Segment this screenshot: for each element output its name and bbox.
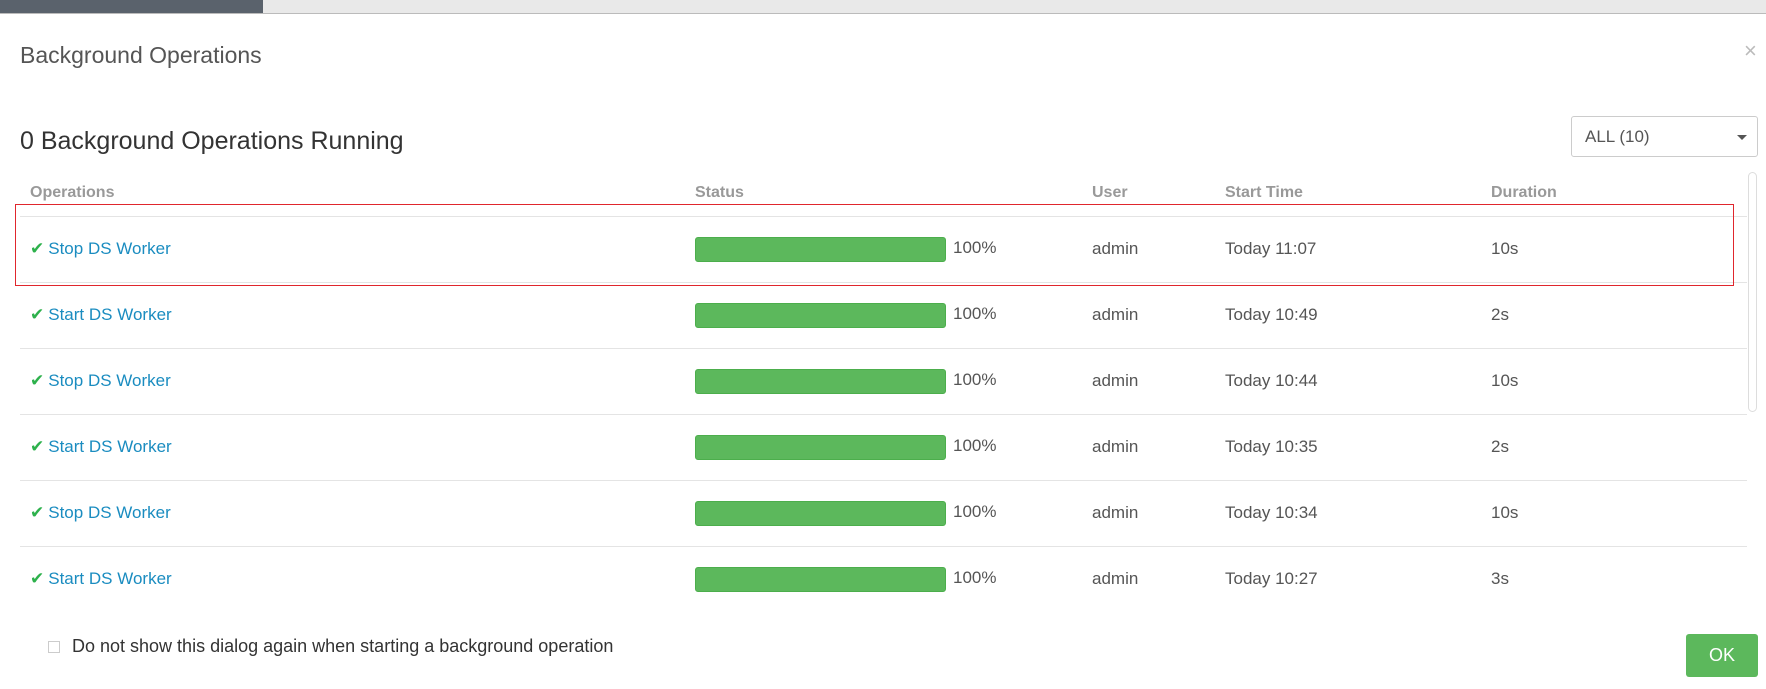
user-cell: admin xyxy=(1092,437,1139,456)
user-cell: admin xyxy=(1092,371,1139,390)
row-divider xyxy=(20,282,1747,283)
highlight-box xyxy=(15,204,1734,286)
filter-text: ALL (10) xyxy=(1585,127,1650,146)
column-header: Start Time xyxy=(1225,184,1303,201)
success-icon: ✔ xyxy=(30,371,45,390)
start-time-cell: Today 10:27 xyxy=(1225,569,1318,588)
checkbox-label: Do not show this dialog again when start… xyxy=(72,636,614,656)
progress-text: 100% xyxy=(953,238,997,257)
operation-link[interactable]: Start DS Worker xyxy=(48,437,172,456)
column-header: Status xyxy=(695,184,744,201)
close-button[interactable]: × xyxy=(1744,38,1757,63)
start-time-cell: Today 10:35 xyxy=(1225,437,1318,456)
column-header: User xyxy=(1092,184,1128,201)
checkbox[interactable] xyxy=(48,641,60,653)
scrollbar[interactable] xyxy=(1748,172,1757,412)
progress-bar xyxy=(695,303,946,328)
row-divider xyxy=(20,480,1747,481)
duration-cell: 2s xyxy=(1491,305,1509,324)
progress-text: 100% xyxy=(953,568,997,587)
progress-bar xyxy=(695,369,946,394)
progress-text: 100% xyxy=(953,502,997,521)
progress-bar xyxy=(695,237,946,262)
ok-button[interactable]: OK xyxy=(1686,634,1758,677)
row-divider xyxy=(20,414,1747,415)
column-header: Duration xyxy=(1491,184,1557,201)
operation-cell: ✔ Start DS Worker xyxy=(30,569,172,589)
success-icon: ✔ xyxy=(30,305,45,324)
success-icon: ✔ xyxy=(30,503,45,522)
operation-cell: ✔ Stop DS Worker xyxy=(30,503,171,523)
row-divider xyxy=(20,546,1747,547)
operation-cell: ✔ Stop DS Worker xyxy=(30,371,171,391)
top-nav-bar xyxy=(0,0,1766,14)
user-cell: admin xyxy=(1092,239,1139,258)
summary-heading: 0 Background Operations Running xyxy=(20,127,404,155)
operation-link[interactable]: Start DS Worker xyxy=(48,305,172,324)
operation-link[interactable]: Stop DS Worker xyxy=(48,239,171,258)
start-time-cell: Today 10:49 xyxy=(1225,305,1318,324)
operation-cell: ✔ Start DS Worker xyxy=(30,305,172,325)
progress-text: 100% xyxy=(953,436,997,455)
header-divider xyxy=(20,216,1747,217)
start-time-cell: Today 10:34 xyxy=(1225,503,1318,522)
operation-link[interactable]: Start DS Worker xyxy=(48,569,172,588)
dialog-title: Background Operations xyxy=(20,42,262,68)
column-header: Operations xyxy=(30,184,115,201)
progress-text: 100% xyxy=(953,304,997,323)
success-icon: ✔ xyxy=(30,437,45,456)
progress-bar xyxy=(695,501,946,526)
success-icon: ✔ xyxy=(30,239,45,258)
caret xyxy=(1737,135,1747,140)
duration-cell: 2s xyxy=(1491,437,1509,456)
user-cell: admin xyxy=(1092,569,1139,588)
operation-link[interactable]: Stop DS Worker xyxy=(48,503,171,522)
duration-cell: 10s xyxy=(1491,503,1519,522)
user-cell: admin xyxy=(1092,305,1139,324)
start-time-cell: Today 11:07 xyxy=(1225,239,1317,258)
operation-cell: ✔ Start DS Worker xyxy=(30,437,172,457)
row-divider xyxy=(20,348,1747,349)
operation-link[interactable]: Stop DS Worker xyxy=(48,371,171,390)
nav-logo-area xyxy=(0,0,263,13)
success-icon: ✔ xyxy=(30,569,45,588)
start-time-cell: Today 10:44 xyxy=(1225,371,1318,390)
progress-bar xyxy=(695,435,946,460)
operation-cell: ✔ Stop DS Worker xyxy=(30,239,171,259)
duration-cell: 3s xyxy=(1491,569,1509,588)
progress-text: 100% xyxy=(953,370,997,389)
duration-cell: 10s xyxy=(1491,239,1519,258)
progress-bar xyxy=(695,567,946,592)
filter-dropdown[interactable]: ALL (10) xyxy=(1571,116,1758,157)
duration-cell: 10s xyxy=(1491,371,1519,390)
user-cell: admin xyxy=(1092,503,1139,522)
